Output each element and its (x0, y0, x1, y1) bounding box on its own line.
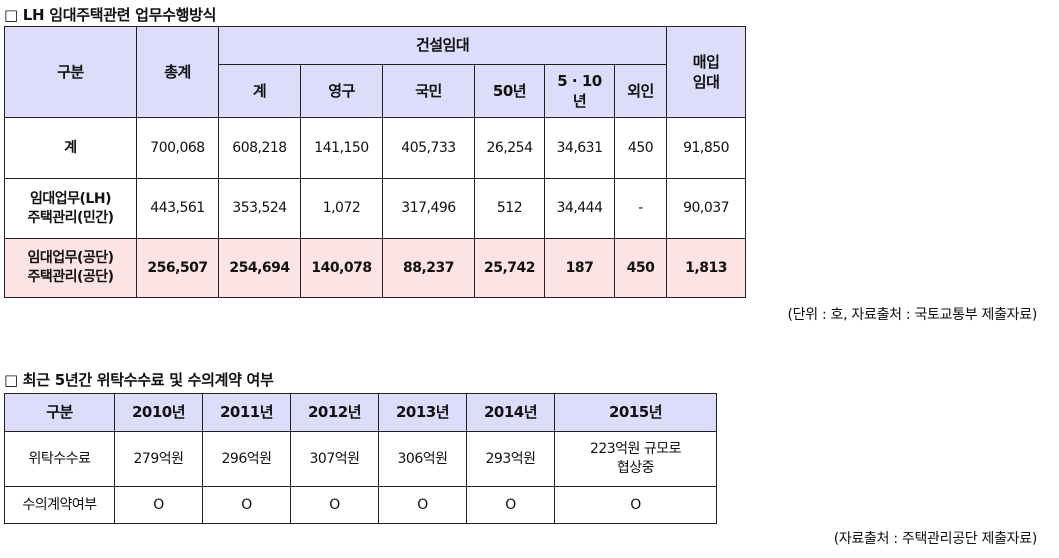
cell-contract-2013: O (378, 486, 467, 524)
cell-purchase: 90,037 (666, 178, 747, 239)
header-purchase-line2: 임대 (692, 73, 720, 91)
section2-title: □ 최근 5년간 위탁수수료 및 수의계약 여부 (4, 371, 274, 389)
cell-construction-sum: 353,524 (218, 178, 301, 239)
cell-fee-2015: 223억원 규모로 협상중 (554, 431, 717, 487)
section2-source-note: (자료출처 : 주택관리공단 제출자료) (833, 531, 1038, 547)
cell-fee-2015-line2: 협상중 (616, 460, 655, 476)
row-label-line1: 임대업무(공단) (27, 250, 114, 267)
cell-total: 256,507 (136, 238, 219, 298)
header-year-2014: 2014년 (466, 393, 555, 432)
header-permanent: 영구 (300, 64, 383, 118)
cell-5-10-year: 34,444 (544, 178, 615, 239)
table-row: 위탁수수료 279억원 296억원 307억원 306억원 293억원 223억… (4, 431, 717, 487)
cell-foreigner: - (613, 178, 668, 239)
table-row: 계 700,068 608,218 141,150 405,733 26,254… (4, 117, 747, 179)
table-row-highlighted: 임대업무(공단) 주택관리(공단) 256,507 254,694 140,07… (4, 238, 747, 298)
header-year-2012: 2012년 (290, 393, 379, 432)
cell-5-10-year: 34,631 (544, 117, 615, 179)
cell-fee-2013: 306억원 (378, 431, 467, 487)
cell-foreigner: 450 (613, 117, 668, 179)
cell-5-10-year: 187 (544, 238, 615, 298)
cell-fee-2012: 307억원 (290, 431, 379, 487)
cell-50-year: 512 (474, 178, 545, 239)
cell-contract-2015: O (554, 486, 717, 524)
cell-permanent: 141,150 (300, 117, 383, 179)
header-construction-rental: 건설임대 (217, 26, 668, 65)
row-label: 임대업무(LH) 주택관리(민간) (4, 178, 137, 239)
cell-fee-2015-line1: 223억원 규모로 (589, 441, 682, 458)
table-row: 임대업무(LH) 주택관리(민간) 443,561 353,524 1,072 … (4, 178, 747, 239)
header-category: 구분 (4, 26, 137, 118)
cell-national: 317,496 (382, 178, 475, 239)
cell-50-year: 25,742 (474, 238, 545, 298)
cell-contract-2010: O (114, 486, 203, 524)
header-5-10-line1: 5 · 10 (557, 71, 602, 90)
cell-fee-2011: 296억원 (202, 431, 291, 487)
cell-permanent: 140,078 (300, 238, 383, 298)
header-year-2015: 2015년 (554, 393, 717, 432)
header-year-2011: 2011년 (202, 393, 291, 432)
row-label: 계 (4, 117, 137, 179)
cell-contract-2011: O (202, 486, 291, 524)
cell-construction-sum: 608,218 (218, 117, 301, 179)
cell-fee-2010: 279억원 (114, 431, 203, 487)
header-national: 국민 (382, 64, 475, 118)
section1-title: □ LH 임대주택관련 업무수행방식 (4, 6, 217, 24)
header-foreigner: 외인 (613, 64, 668, 118)
header-purchase-line1: 매입 (692, 52, 720, 71)
header-5-10-line2: 년 (572, 92, 587, 110)
cell-purchase: 1,813 (666, 238, 747, 298)
header-year-2013: 2013년 (378, 393, 467, 432)
header-5-10-year: 5 · 10 년 (544, 64, 615, 118)
row-label: 위탁수수료 (4, 431, 115, 487)
cell-total: 700,068 (136, 117, 219, 179)
row-label-line2: 주택관리(민간) (27, 209, 114, 226)
cell-purchase: 91,850 (666, 117, 747, 179)
cell-permanent: 1,072 (300, 178, 383, 239)
cell-construction-sum: 254,694 (218, 238, 301, 298)
cell-fee-2014: 293억원 (466, 431, 555, 487)
cell-national: 88,237 (382, 238, 475, 298)
table-row: 수의계약여부 O O O O O O (4, 486, 717, 524)
header-category: 구분 (4, 393, 115, 432)
header-total: 총계 (136, 26, 219, 118)
cell-total: 443,561 (136, 178, 219, 239)
cell-foreigner: 450 (613, 238, 668, 298)
lh-rental-housing-table: 구분 총계 건설임대 매입 임대 계 영구 국민 50년 5 · 10 년 외인… (4, 26, 747, 298)
header-purchase-rental: 매입 임대 (666, 26, 747, 118)
cell-contract-2014: O (466, 486, 555, 524)
row-label: 수의계약여부 (4, 486, 115, 524)
row-label-line1: 임대업무(LH) (30, 190, 111, 207)
header-year-2010: 2010년 (114, 393, 203, 432)
header-50-year: 50년 (474, 64, 545, 118)
header-sub-total: 계 (218, 64, 301, 118)
cell-50-year: 26,254 (474, 117, 545, 179)
cell-contract-2012: O (290, 486, 379, 524)
cell-national: 405,733 (382, 117, 475, 179)
commission-fee-table: 구분 2010년 2011년 2012년 2013년 2014년 2015년 위… (4, 393, 717, 524)
row-label-line2: 주택관리(공단) (27, 269, 114, 285)
section1-source-note: (단위 : 호, 자료출처 : 국토교통부 제출자료) (787, 307, 1038, 323)
row-label: 임대업무(공단) 주택관리(공단) (4, 238, 137, 298)
